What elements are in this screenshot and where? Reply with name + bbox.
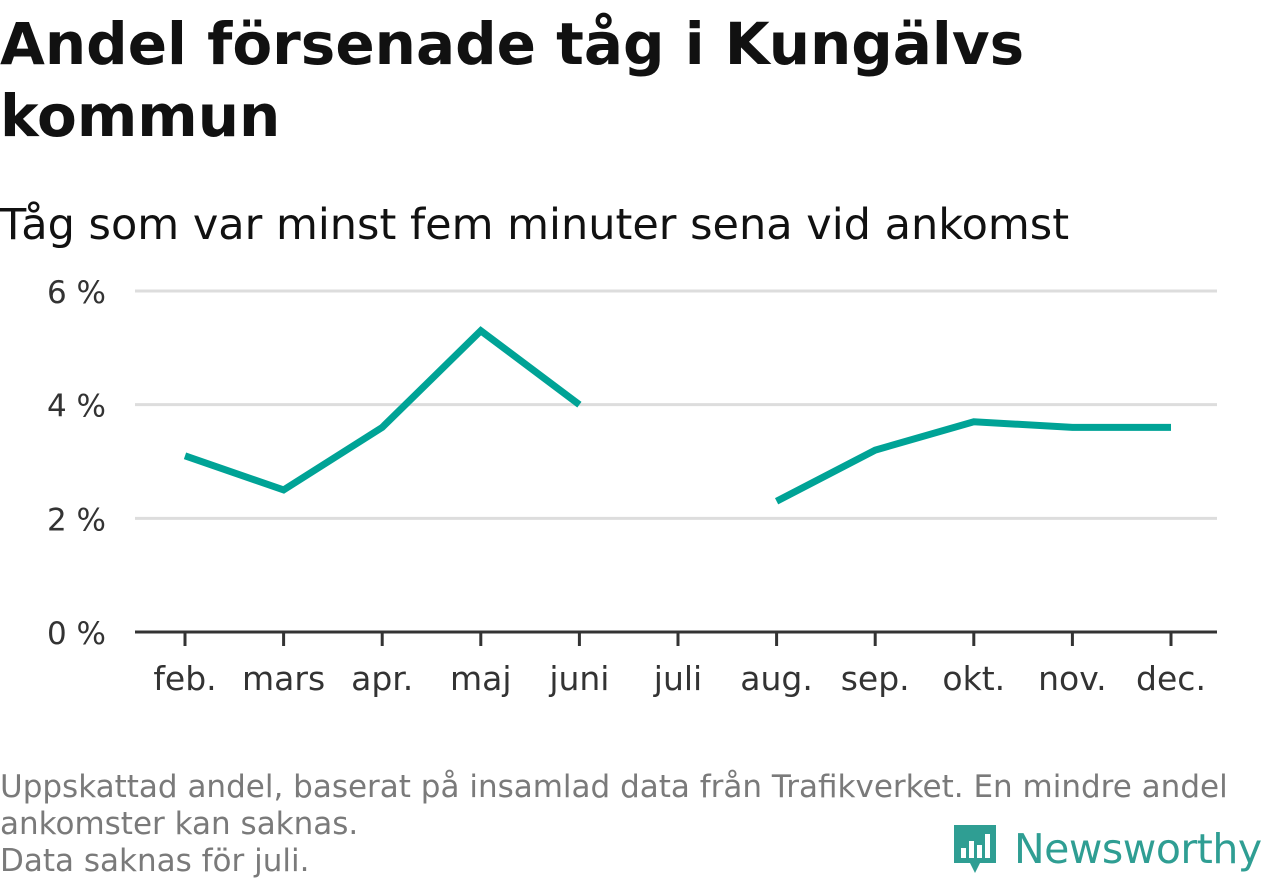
x-tick-label: nov. (1038, 659, 1107, 698)
brand-logo: Newsworthy (950, 818, 1262, 880)
bar-chart-speech-bubble-icon (954, 825, 996, 873)
x-tick-label: juni (548, 659, 609, 698)
x-tick-label: dec. (1136, 659, 1206, 698)
brand-name: Newsworthy (1014, 825, 1262, 873)
footnote-line-3: Data saknas för juli. (0, 843, 310, 879)
series-line-segment (183, 326, 582, 494)
x-tick-label: maj (450, 659, 512, 698)
chart-title: Andel försenade tåg i Kungälvs kommun (0, 10, 1025, 150)
y-tick-label: 2 % (47, 502, 106, 538)
series-line-segment (774, 418, 1171, 505)
footnote: Uppskattad andel, baserat på insamlad da… (0, 769, 1250, 880)
x-tick-label: okt. (942, 659, 1005, 698)
chart-subtitle: Tåg som var minst fem minuter sena vid a… (0, 200, 1070, 250)
footnote-line-1: Uppskattad andel, baserat på insamlad da… (0, 769, 1228, 805)
y-tick-label: 0 % (47, 616, 106, 652)
x-tick-label: sep. (841, 659, 910, 698)
x-tick-label: juli (653, 659, 702, 698)
footnote-line-2: ankomster kan saknas. (0, 806, 359, 842)
x-tick-label: aug. (740, 659, 813, 698)
line-chart: 0 % 2 % 4 % 6 % feb. mars apr. maj juni juli aug. s… (47, 275, 1217, 698)
x-tick-label: feb. (153, 659, 216, 698)
x-tick-label: apr. (351, 659, 413, 698)
y-tick-label: 4 % (47, 389, 106, 425)
x-tick-label: mars (242, 659, 325, 698)
y-tick-label: 6 % (47, 275, 106, 311)
